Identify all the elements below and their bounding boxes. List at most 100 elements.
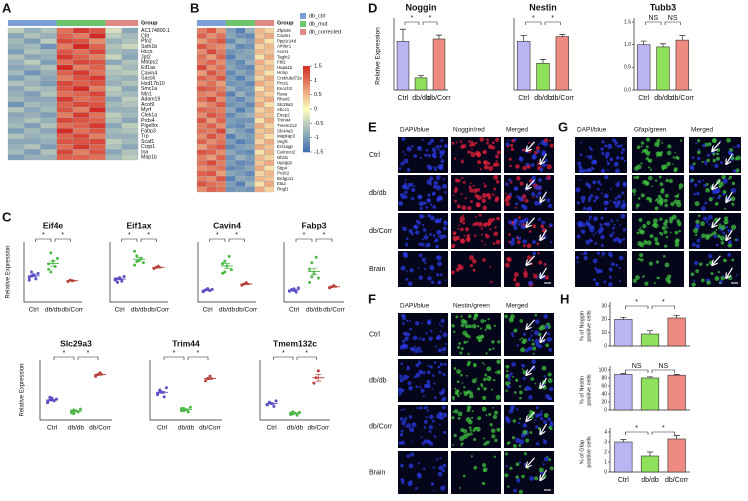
- cell-signal: [728, 150, 732, 155]
- cell-signal: [470, 200, 473, 204]
- cell-signal: [575, 187, 581, 193]
- heatmap-cell: [216, 64, 226, 71]
- cell-signal: [423, 426, 427, 429]
- cell-signal: [622, 202, 627, 207]
- cell-signal: [603, 280, 607, 284]
- heatmap-cell: [89, 117, 106, 124]
- heatmap-cell: [206, 144, 217, 150]
- cell-signal: [457, 227, 460, 230]
- cell-signal: [460, 323, 465, 328]
- heatmap-cell: [121, 80, 139, 87]
- cell-signal: [601, 151, 605, 155]
- cell-signal: [535, 413, 540, 418]
- row-label: db/db: [369, 377, 387, 384]
- heatmap-cell: [225, 49, 236, 55]
- row-label: Stip4: [277, 165, 288, 170]
- cell-signal: [410, 452, 415, 457]
- cell-signal: [459, 486, 462, 489]
- heatmap-cell: [245, 43, 255, 50]
- cell-signal: [441, 469, 445, 473]
- cell-signal: [508, 441, 511, 444]
- error-bar: [183, 408, 189, 411]
- cell-signal: [690, 166, 695, 171]
- cell-signal: [541, 220, 546, 225]
- heatmap-cell: [216, 170, 226, 177]
- cell-signal: [621, 148, 626, 152]
- cell-signal: [403, 408, 406, 411]
- cell-signal: [406, 319, 409, 323]
- cell-signal: [663, 198, 668, 203]
- cell-signal: [636, 231, 640, 235]
- cell-signal: [701, 233, 706, 239]
- heatmap-cell: [225, 75, 236, 82]
- heatmap-cell: [254, 43, 265, 50]
- cell-signal: [534, 382, 537, 385]
- heatmap-cell: [72, 54, 90, 60]
- cell-signal: [482, 437, 485, 440]
- cell-signal: [703, 184, 707, 188]
- cell-signal: [534, 419, 537, 422]
- group-bar: [121, 20, 139, 26]
- cell-signal: [469, 188, 474, 193]
- heatmap-cell: [216, 176, 226, 182]
- cell-signal: [618, 279, 621, 283]
- heatmap-cell: [56, 128, 74, 134]
- data-point: [308, 280, 312, 284]
- cell-signal: [543, 374, 547, 378]
- cell-signal: [590, 194, 594, 198]
- cell-signal: [652, 218, 658, 224]
- cell-signal: [477, 160, 482, 165]
- cell-signal: [521, 364, 524, 367]
- cell-signal: [615, 182, 620, 187]
- data-point: [296, 286, 300, 290]
- heatmap-cell: [121, 75, 139, 81]
- row-label: Fabp3: [141, 128, 156, 134]
- cell-signal: [714, 276, 720, 281]
- heatmap-cell: [196, 43, 207, 50]
- cell-signal: [706, 153, 710, 157]
- x-tick-label: db/db: [287, 425, 304, 432]
- heatmap-cell: [196, 123, 207, 129]
- heatmap-cell: [254, 133, 265, 140]
- x-tick-label: db/db: [131, 307, 148, 314]
- cell-signal: [468, 140, 471, 143]
- cell-signal: [715, 228, 718, 231]
- cell-signal: [457, 416, 461, 420]
- heatmap-cell: [235, 133, 246, 140]
- cell-signal: [486, 366, 492, 372]
- cell-signal: [441, 149, 446, 154]
- cell-signal: [442, 372, 446, 376]
- cell-signal: [441, 390, 445, 395]
- cell-signal: [402, 184, 406, 189]
- cell-signal: [423, 439, 428, 444]
- heatmap-cell: [245, 165, 255, 171]
- heatmap-cell: [196, 186, 207, 193]
- colorbar-step: [303, 78, 310, 82]
- cell-signal: [532, 273, 535, 275]
- heatmap-cell: [24, 70, 41, 76]
- heatmap-cell: [89, 144, 106, 150]
- heatmap-cell: [105, 59, 122, 66]
- heatmap-cell: [89, 154, 106, 161]
- cell-signal: [616, 156, 620, 160]
- cell-signal: [538, 412, 543, 417]
- cell-signal: [434, 238, 439, 243]
- cell-signal: [460, 315, 463, 318]
- x-tick-label: Ctrl: [267, 425, 278, 432]
- heatmap-cell: [264, 75, 275, 82]
- cell-signal: [710, 272, 714, 276]
- cell-signal: [649, 168, 653, 171]
- cell-signal: [511, 362, 516, 367]
- cell-signal: [487, 318, 490, 321]
- cell-signal: [676, 202, 682, 208]
- heatmap-cell: [245, 149, 255, 156]
- cell-signal: [622, 228, 627, 232]
- cell-signal: [544, 324, 549, 329]
- cell-signal: [635, 203, 640, 208]
- heatmap-cell: [206, 59, 217, 66]
- cell-signal: [712, 196, 715, 199]
- cell-signal: [462, 474, 466, 478]
- heatmap-cell: [89, 122, 106, 129]
- cell-signal: [708, 197, 713, 202]
- cell-signal: [527, 255, 532, 260]
